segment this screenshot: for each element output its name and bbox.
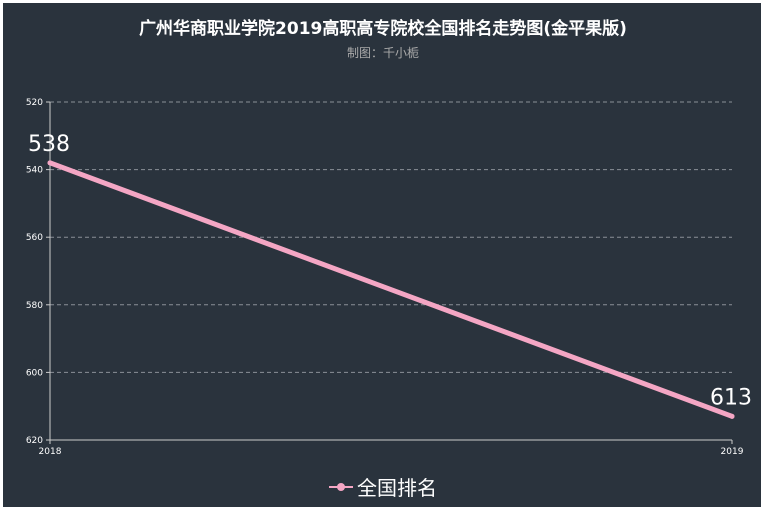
series-line — [47, 160, 735, 419]
y-tick-label: 540 — [26, 166, 43, 176]
y-tick-label: 520 — [26, 98, 43, 108]
x-tick-label: 2019 — [721, 447, 744, 457]
grid-lines — [50, 101, 732, 373]
y-tick-label: 620 — [26, 436, 43, 446]
data-label: 613 — [710, 385, 752, 410]
y-tick-label: 600 — [26, 368, 43, 378]
series-layer — [47, 160, 735, 419]
legend-marker-icon — [329, 482, 353, 491]
chart-panel — [3, 3, 761, 507]
legend-label: 全国排名 — [357, 476, 437, 500]
x-tick-label: 2018 — [39, 447, 62, 457]
y-tick-label: 560 — [26, 233, 43, 243]
chart-subtitle: 制图：千小栀 — [346, 46, 419, 60]
chart-title: 广州华商职业学院2019高职高专院校全国排名走势图(金平果版) — [139, 19, 627, 39]
data-point[interactable] — [729, 413, 735, 419]
data-labels: 538 613 — [28, 132, 752, 411]
legend[interactable]: 全国排名 — [0, 472, 766, 501]
data-point[interactable] — [47, 160, 53, 166]
y-tick-label: 580 — [26, 301, 43, 311]
data-label: 538 — [28, 132, 70, 157]
